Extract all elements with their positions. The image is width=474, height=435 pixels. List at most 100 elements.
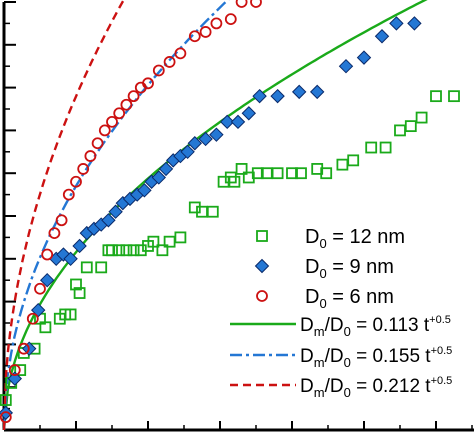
diamond-point: [356, 50, 372, 65]
legend-fit-label: Dm/D0 = 0.113 t+0.5: [300, 314, 451, 339]
diamond-point: [108, 204, 123, 219]
square-point: [80, 261, 93, 274]
square-point: [95, 261, 108, 274]
legend-diamond-icon: [254, 258, 270, 274]
square-point: [404, 120, 417, 133]
square-point: [295, 167, 307, 180]
square-point: [106, 244, 118, 257]
square-point: [113, 244, 126, 257]
square-point: [70, 278, 82, 291]
circle-point: [62, 188, 75, 201]
diamond-point: [374, 29, 390, 44]
square-point: [228, 175, 241, 188]
circle-point: [34, 282, 46, 295]
diamond-point: [291, 84, 307, 100]
square-point: [102, 244, 115, 257]
diamond-point: [270, 88, 285, 104]
circle-point: [113, 107, 126, 120]
square-point: [430, 90, 442, 103]
circle-point: [120, 98, 133, 111]
diamond-point: [198, 131, 213, 147]
square-point: [120, 244, 133, 257]
circle-point: [188, 30, 201, 43]
diamond-point: [72, 238, 87, 254]
legend-label: D0 = 12 nm: [305, 226, 405, 251]
diamond-point: [7, 371, 23, 386]
square-point: [64, 308, 77, 321]
legend-fit-label: Dm/D0 = 0.155 t+0.5: [300, 345, 452, 370]
diamond-point: [389, 16, 404, 31]
square-point: [336, 158, 349, 171]
fit-curve-dashdot: [2, 0, 230, 431]
square-point: [156, 244, 169, 257]
diamond-point: [187, 136, 203, 151]
diamond-point: [209, 127, 224, 142]
circle-point: [210, 17, 223, 30]
circle-point: [106, 115, 118, 128]
square-point: [347, 154, 360, 167]
square-point: [365, 141, 378, 154]
diamond-point: [309, 84, 325, 100]
diamond-point: [39, 272, 55, 288]
diamond-point: [180, 144, 195, 160]
diamond-point: [158, 161, 174, 177]
circle-point: [152, 64, 165, 77]
circle-point: [127, 90, 140, 103]
square-point: [448, 90, 460, 103]
square-point: [14, 364, 27, 376]
square-point: [206, 205, 219, 218]
circle-point: [48, 227, 61, 240]
circle-point: [174, 47, 187, 60]
fit-curve-dashed: [2, 0, 126, 431]
square-point: [174, 231, 187, 244]
circle-point: [142, 77, 154, 90]
circle-point: [199, 26, 212, 38]
circle-point: [91, 137, 104, 150]
square-point: [0, 394, 12, 406]
circle-point: [26, 312, 39, 325]
diamond-point: [338, 58, 354, 74]
circle-point: [98, 124, 111, 137]
square-point: [394, 124, 406, 137]
square-point: [73, 287, 86, 299]
square-point: [271, 167, 284, 180]
square-point: [320, 167, 333, 180]
square-point: [147, 235, 160, 248]
circle-point: [55, 214, 68, 227]
legend: D0 = 12 nm D0 = 9 nm D0 = 6 nm Dm/D0 = 0.11…: [230, 226, 452, 400]
diamond-point: [407, 16, 422, 31]
circle-point: [235, 0, 248, 8]
circle-point: [0, 411, 12, 424]
circle-point: [77, 163, 90, 175]
legend-label: D0 = 6 nm: [305, 286, 394, 311]
diamond-point: [101, 213, 116, 228]
diamond-point: [241, 106, 257, 121]
circle-point: [70, 175, 82, 188]
circle-point: [250, 0, 262, 8]
circle-point: [17, 342, 30, 355]
legend-square-icon: [256, 230, 268, 242]
diamond-point: [219, 114, 235, 130]
diamond-point: [252, 88, 267, 104]
diamond-point: [230, 114, 246, 130]
circle-point: [41, 248, 54, 261]
square-point: [235, 163, 248, 175]
square-point: [251, 167, 264, 180]
square-point: [127, 244, 140, 257]
legend-label: D0 = 9 nm: [305, 256, 394, 281]
circle-point: [84, 150, 97, 162]
legend-circle-icon: [256, 290, 268, 302]
circle-point: [8, 364, 21, 376]
diamond-point: [151, 170, 167, 185]
square-point: [286, 167, 298, 180]
circle-point: [224, 13, 237, 26]
square-point: [379, 141, 392, 154]
square-point: [415, 111, 428, 124]
circle-point: [163, 56, 176, 68]
square-point: [39, 321, 52, 334]
data-points: [0, 0, 460, 424]
legend-fit-label: Dm/D0 = 0.212 t+0.5: [300, 375, 452, 400]
diamond-point: [137, 183, 152, 198]
